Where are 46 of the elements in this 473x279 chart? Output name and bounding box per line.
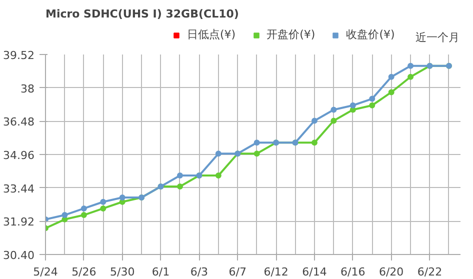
x-tick-label: 5/30	[110, 266, 135, 278]
legend-label: 开盘价(¥)	[266, 27, 316, 42]
y-tick-label: 39.52	[3, 49, 35, 62]
point	[408, 62, 414, 69]
point	[350, 102, 356, 108]
point	[100, 198, 106, 205]
y-tick-label: 33.44	[3, 182, 35, 196]
chart-title: Micro SDHC(UHS I) 32GB(CL10)	[46, 8, 239, 20]
x-tick-label: 5/26	[72, 266, 96, 278]
point	[388, 74, 394, 80]
point	[408, 74, 414, 80]
x-tick-label: 6/16	[340, 266, 366, 278]
x-tick-label: 6/7	[228, 266, 246, 278]
text: 近一个月	[416, 31, 460, 44]
point	[80, 205, 87, 212]
y-tick-label: 30.40	[3, 249, 35, 262]
x-tick-label: 6/20	[378, 266, 404, 278]
x-tick-label: 6/22	[417, 266, 442, 278]
point	[369, 102, 376, 108]
x-tick-label: 6/14	[302, 266, 327, 278]
x-tick-label: 6/12	[264, 266, 288, 278]
point	[254, 140, 260, 146]
legend-label: 日低点(¥)	[187, 27, 236, 42]
point	[176, 172, 183, 179]
point	[80, 212, 87, 218]
point	[100, 205, 106, 212]
point	[330, 118, 337, 124]
y-tick-label: 31.92	[3, 216, 35, 229]
x-tick-label: 6/1	[152, 266, 170, 278]
point	[254, 150, 260, 157]
point	[119, 194, 126, 200]
point	[388, 89, 394, 96]
y-tick-label: 38	[20, 82, 35, 96]
point	[311, 118, 318, 124]
y-tick-label: 34.96	[3, 149, 35, 162]
y-tick-label: 36.48	[3, 116, 35, 129]
point	[176, 184, 183, 190]
point	[330, 106, 337, 113]
point	[215, 150, 222, 157]
point	[311, 140, 318, 146]
legend-label: 收盘价(¥)	[346, 27, 395, 42]
point	[369, 96, 376, 102]
x-tick-label: 6/3	[190, 266, 208, 278]
x-tick-label: 5/24	[33, 266, 58, 278]
point	[62, 212, 68, 218]
point	[215, 172, 222, 179]
